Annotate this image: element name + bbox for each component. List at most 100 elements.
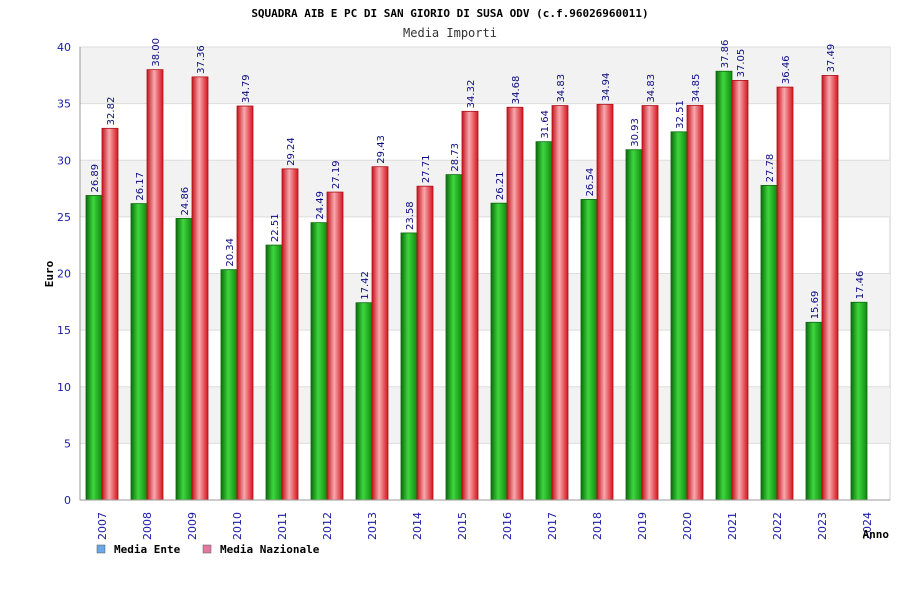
bar-media-nazionale-2007 (101, 127, 119, 501)
bar-media-ente-2014 (400, 232, 418, 501)
bar-media-ente-2009 (175, 218, 193, 501)
x-tick-label: 2014 (411, 512, 424, 540)
bar-media-ente-2024 (850, 301, 868, 501)
bar-media-nazionale-2017 (551, 105, 569, 501)
bar-media-nazionale-2009 (191, 76, 209, 501)
bar-media-nazionale-2020 (686, 104, 704, 501)
bar-media-ente-2015 (445, 174, 463, 501)
x-axis-label: Anno (863, 528, 890, 541)
data-label: 22.51 (270, 213, 281, 242)
bar-media-ente-2011 (265, 244, 283, 501)
bar-media-ente-2013 (355, 302, 373, 501)
x-tick-label: 2007 (96, 512, 109, 540)
bar-media-ente-2012 (310, 222, 328, 501)
x-tick-label: 2021 (726, 512, 739, 540)
bar-media-nazionale-2013 (371, 166, 389, 501)
y-axis: 0 5 10 15 20 25 30 35 40 (57, 41, 81, 507)
y-tick-label: 35 (57, 98, 71, 111)
grid-band (80, 47, 890, 104)
x-tick-label: 2019 (636, 512, 649, 540)
bar-media-ente-2018 (580, 199, 598, 501)
x-tick-label: 2015 (456, 512, 469, 540)
data-label: 34.85 (691, 74, 702, 103)
data-label: 34.79 (241, 74, 252, 103)
grid-band (80, 160, 890, 217)
data-label: 37.05 (736, 49, 747, 78)
x-tick-label: 2009 (186, 512, 199, 540)
data-label: 17.46 (855, 271, 866, 300)
legend-swatch-media-ente (96, 544, 106, 554)
data-label: 29.24 (286, 137, 297, 166)
data-label: 20.34 (225, 238, 236, 267)
data-label: 28.73 (450, 143, 461, 172)
data-label: 34.94 (601, 73, 612, 102)
legend-swatch-media-nazionale (202, 544, 212, 554)
bar-media-ente-2019 (625, 149, 643, 501)
y-tick-label: 5 (64, 437, 71, 450)
bar-media-nazionale-2021 (731, 80, 749, 501)
x-tick-label: 2012 (321, 512, 334, 540)
legend-label-media-ente: Media Ente (114, 543, 181, 556)
data-label: 26.54 (585, 168, 596, 197)
bar-media-nazionale-2022 (776, 86, 794, 501)
x-tick-label: 2023 (816, 512, 829, 540)
bar-media-ente-2023 (805, 321, 823, 501)
data-label: 32.51 (675, 100, 686, 129)
bar-media-nazionale-2010 (236, 105, 254, 501)
legend: Media Ente Media Nazionale (96, 543, 320, 556)
x-tick-label: 2011 (276, 512, 289, 540)
bar-media-ente-2020 (670, 131, 688, 501)
y-tick-label: 10 (57, 381, 71, 394)
data-label: 37.86 (720, 40, 731, 69)
data-label: 36.46 (781, 55, 792, 84)
bar-media-nazionale-2016 (506, 106, 524, 501)
chart-subtitle: Media Importi (403, 26, 497, 40)
bar-media-ente-2021 (715, 70, 733, 501)
bar-media-ente-2010 (220, 269, 238, 501)
data-label: 15.69 (810, 291, 821, 320)
data-label: 24.49 (315, 191, 326, 220)
bar-media-nazionale-2018 (596, 103, 614, 501)
x-tick-label: 2017 (546, 512, 559, 540)
data-label: 34.32 (466, 80, 477, 109)
bars-group: 26.89 32.82 26.17 38.00 24.86 37.36 20.34 34.79… (85, 38, 868, 501)
data-label: 34.83 (556, 74, 567, 103)
x-tick-label: 2016 (501, 512, 514, 540)
data-label: 24.86 (180, 187, 191, 216)
x-tick-label: 2013 (366, 512, 379, 540)
bar-media-nazionale-2011 (281, 168, 299, 501)
bar-media-nazionale-2014 (416, 185, 434, 501)
y-tick-label: 25 (57, 211, 71, 224)
data-label: 17.42 (360, 271, 371, 300)
x-tick-label: 2008 (141, 512, 154, 540)
bar-media-ente-2017 (535, 141, 553, 501)
data-label: 38.00 (151, 38, 162, 67)
bar-media-nazionale-2015 (461, 110, 479, 501)
x-tick-label: 2018 (591, 512, 604, 540)
bar-media-ente-2016 (490, 202, 508, 501)
data-label: 31.64 (540, 110, 551, 139)
x-tick-label: 2024 (861, 512, 874, 540)
data-label: 23.58 (405, 201, 416, 230)
data-label: 26.17 (135, 172, 146, 201)
data-label: 34.68 (511, 76, 522, 105)
y-tick-label: 30 (57, 154, 71, 167)
bar-media-ente-2007 (85, 195, 103, 501)
y-axis-label: Euro (43, 260, 56, 287)
legend-label-media-nazionale: Media Nazionale (220, 543, 320, 556)
bar-media-ente-2022 (760, 184, 778, 501)
bar-media-nazionale-2012 (326, 191, 344, 501)
bar-media-nazionale-2008 (146, 69, 164, 501)
data-label: 37.49 (826, 44, 837, 73)
x-tick-label: 2022 (771, 512, 784, 540)
data-label: 27.71 (421, 155, 432, 184)
data-label: 30.93 (630, 118, 641, 147)
x-tick-label: 2010 (231, 512, 244, 540)
data-label: 32.82 (106, 97, 117, 126)
chart-title: SQUADRA AIB E PC DI SAN GIORIO DI SUSA O… (251, 7, 648, 20)
bar-media-ente-2008 (130, 203, 148, 501)
bar-media-nazionale-2019 (641, 105, 659, 501)
data-label: 27.78 (765, 154, 776, 183)
